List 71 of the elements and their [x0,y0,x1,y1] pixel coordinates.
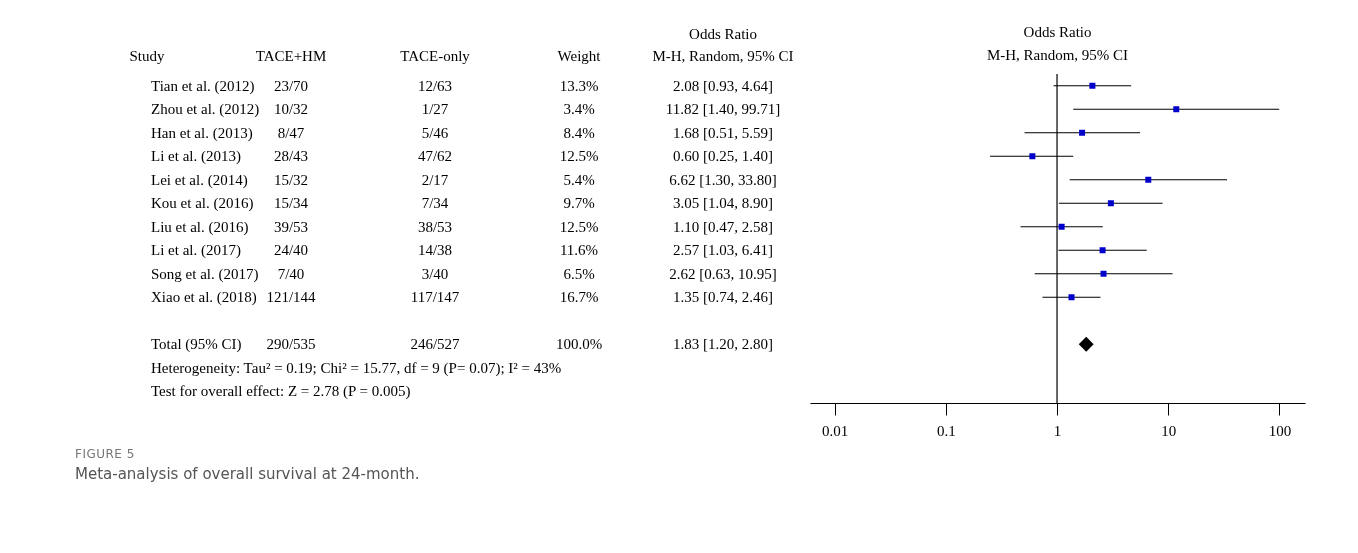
text: 5.4% [563,171,595,188]
text: 12.5% [559,218,599,235]
text: 23/70 [273,77,309,94]
text: 15/34 [273,195,309,212]
text: 100.0% [555,336,603,353]
x-tick-label: 100 [1268,422,1292,439]
category-label: Kou et al. (2016) [151,195,254,212]
category-label: Tian et al. (2012) [151,77,255,94]
text: 1/27 [421,101,449,118]
text: 8.4% [563,124,595,141]
text: 6.5% [563,265,595,282]
category-label: TACE+HM [255,48,327,64]
text: 3.05 [1.04, 8.90] [673,195,773,212]
text: 1.10 [0.47, 2.58] [673,218,773,235]
text: 1.35 [0.74, 2.46] [673,289,773,306]
category-label: Song et al. (2017) [151,265,259,282]
x-tick-label: 1 [1053,422,1062,439]
text: 28/43 [273,148,309,165]
category-label: Li et al. (2013) [151,148,241,165]
text: 290/535 [266,336,316,353]
text: 1.83 [1.20, 2.80] [673,336,773,353]
text: 39/53 [273,218,309,235]
text: 3/40 [421,265,449,282]
text: 7/34 [421,195,449,212]
text: 38/53 [417,218,453,235]
text: 246/527 [410,336,460,353]
text: 5/46 [421,124,449,141]
text: 2.62 [0.63, 10.95] [669,265,777,282]
text: 2.08 [0.93, 4.64] [673,77,773,94]
category-label: Total (95% CI) [151,336,242,353]
x-tick-label: 10 [1161,422,1177,439]
text: 47/62 [417,148,453,165]
text: 2/17 [421,171,449,188]
text: 3.4% [563,101,595,118]
text: 2.57 [1.03, 6.41] [673,242,773,259]
x-tick-label: 0.01 [822,422,849,439]
text: 6.62 [1.30, 33.80] [669,171,777,188]
category-label: Liu et al. (2016) [151,218,249,235]
text: 16.7% [559,289,599,306]
category-label: Lei et al. (2014) [151,171,248,188]
chart-subtitle: M-H, Random, 95% CI [986,47,1129,64]
text: 11.82 [1.40, 99.71] [665,101,781,118]
text: 12.5% [559,148,599,165]
text: Test for overall effect: Z = 2.78 (P = 0.005) [151,383,411,401]
text: 10/32 [273,101,309,118]
text: 121/144 [266,289,316,306]
text: 11.6% [559,242,599,259]
text: Meta-analysis of overall survival at 24-month. [75,465,421,483]
text: 1.68 [0.51, 5.59] [673,124,773,141]
text: 13.3% [559,77,599,94]
text: Study [129,48,165,64]
text: 9.7% [563,195,595,212]
text: 7/40 [277,265,305,282]
text: 0.60 [0.25, 1.40] [673,148,773,165]
text: 12/63 [417,77,453,94]
caption: FIGURE 5 [75,447,136,461]
text: 117/147 [410,289,460,306]
text: 14/38 [417,242,453,259]
text: 8/47 [277,124,305,141]
chart-title: Odds Ratio [1023,24,1092,41]
category-label: TACE-only [400,48,471,64]
text: 24/40 [273,242,309,259]
category-label: Odds Ratio M-H, Random, 95% CI [652,26,794,64]
text: 15/32 [273,171,309,188]
text: Heterogeneity: Tau² = 0.19; Chi² = 15.77, df = 9 (P= 0.07); I² = 43% [151,359,562,377]
category-label: Weight [557,48,602,64]
category-label: Han et al. (2013) [151,124,253,141]
category-label: Zhou et al. (2012) [151,101,260,118]
x-tick-label: 0.1 [936,422,956,439]
category-label: Li et al. (2017) [151,242,241,259]
category-label: Xiao et al. (2018) [151,289,257,306]
